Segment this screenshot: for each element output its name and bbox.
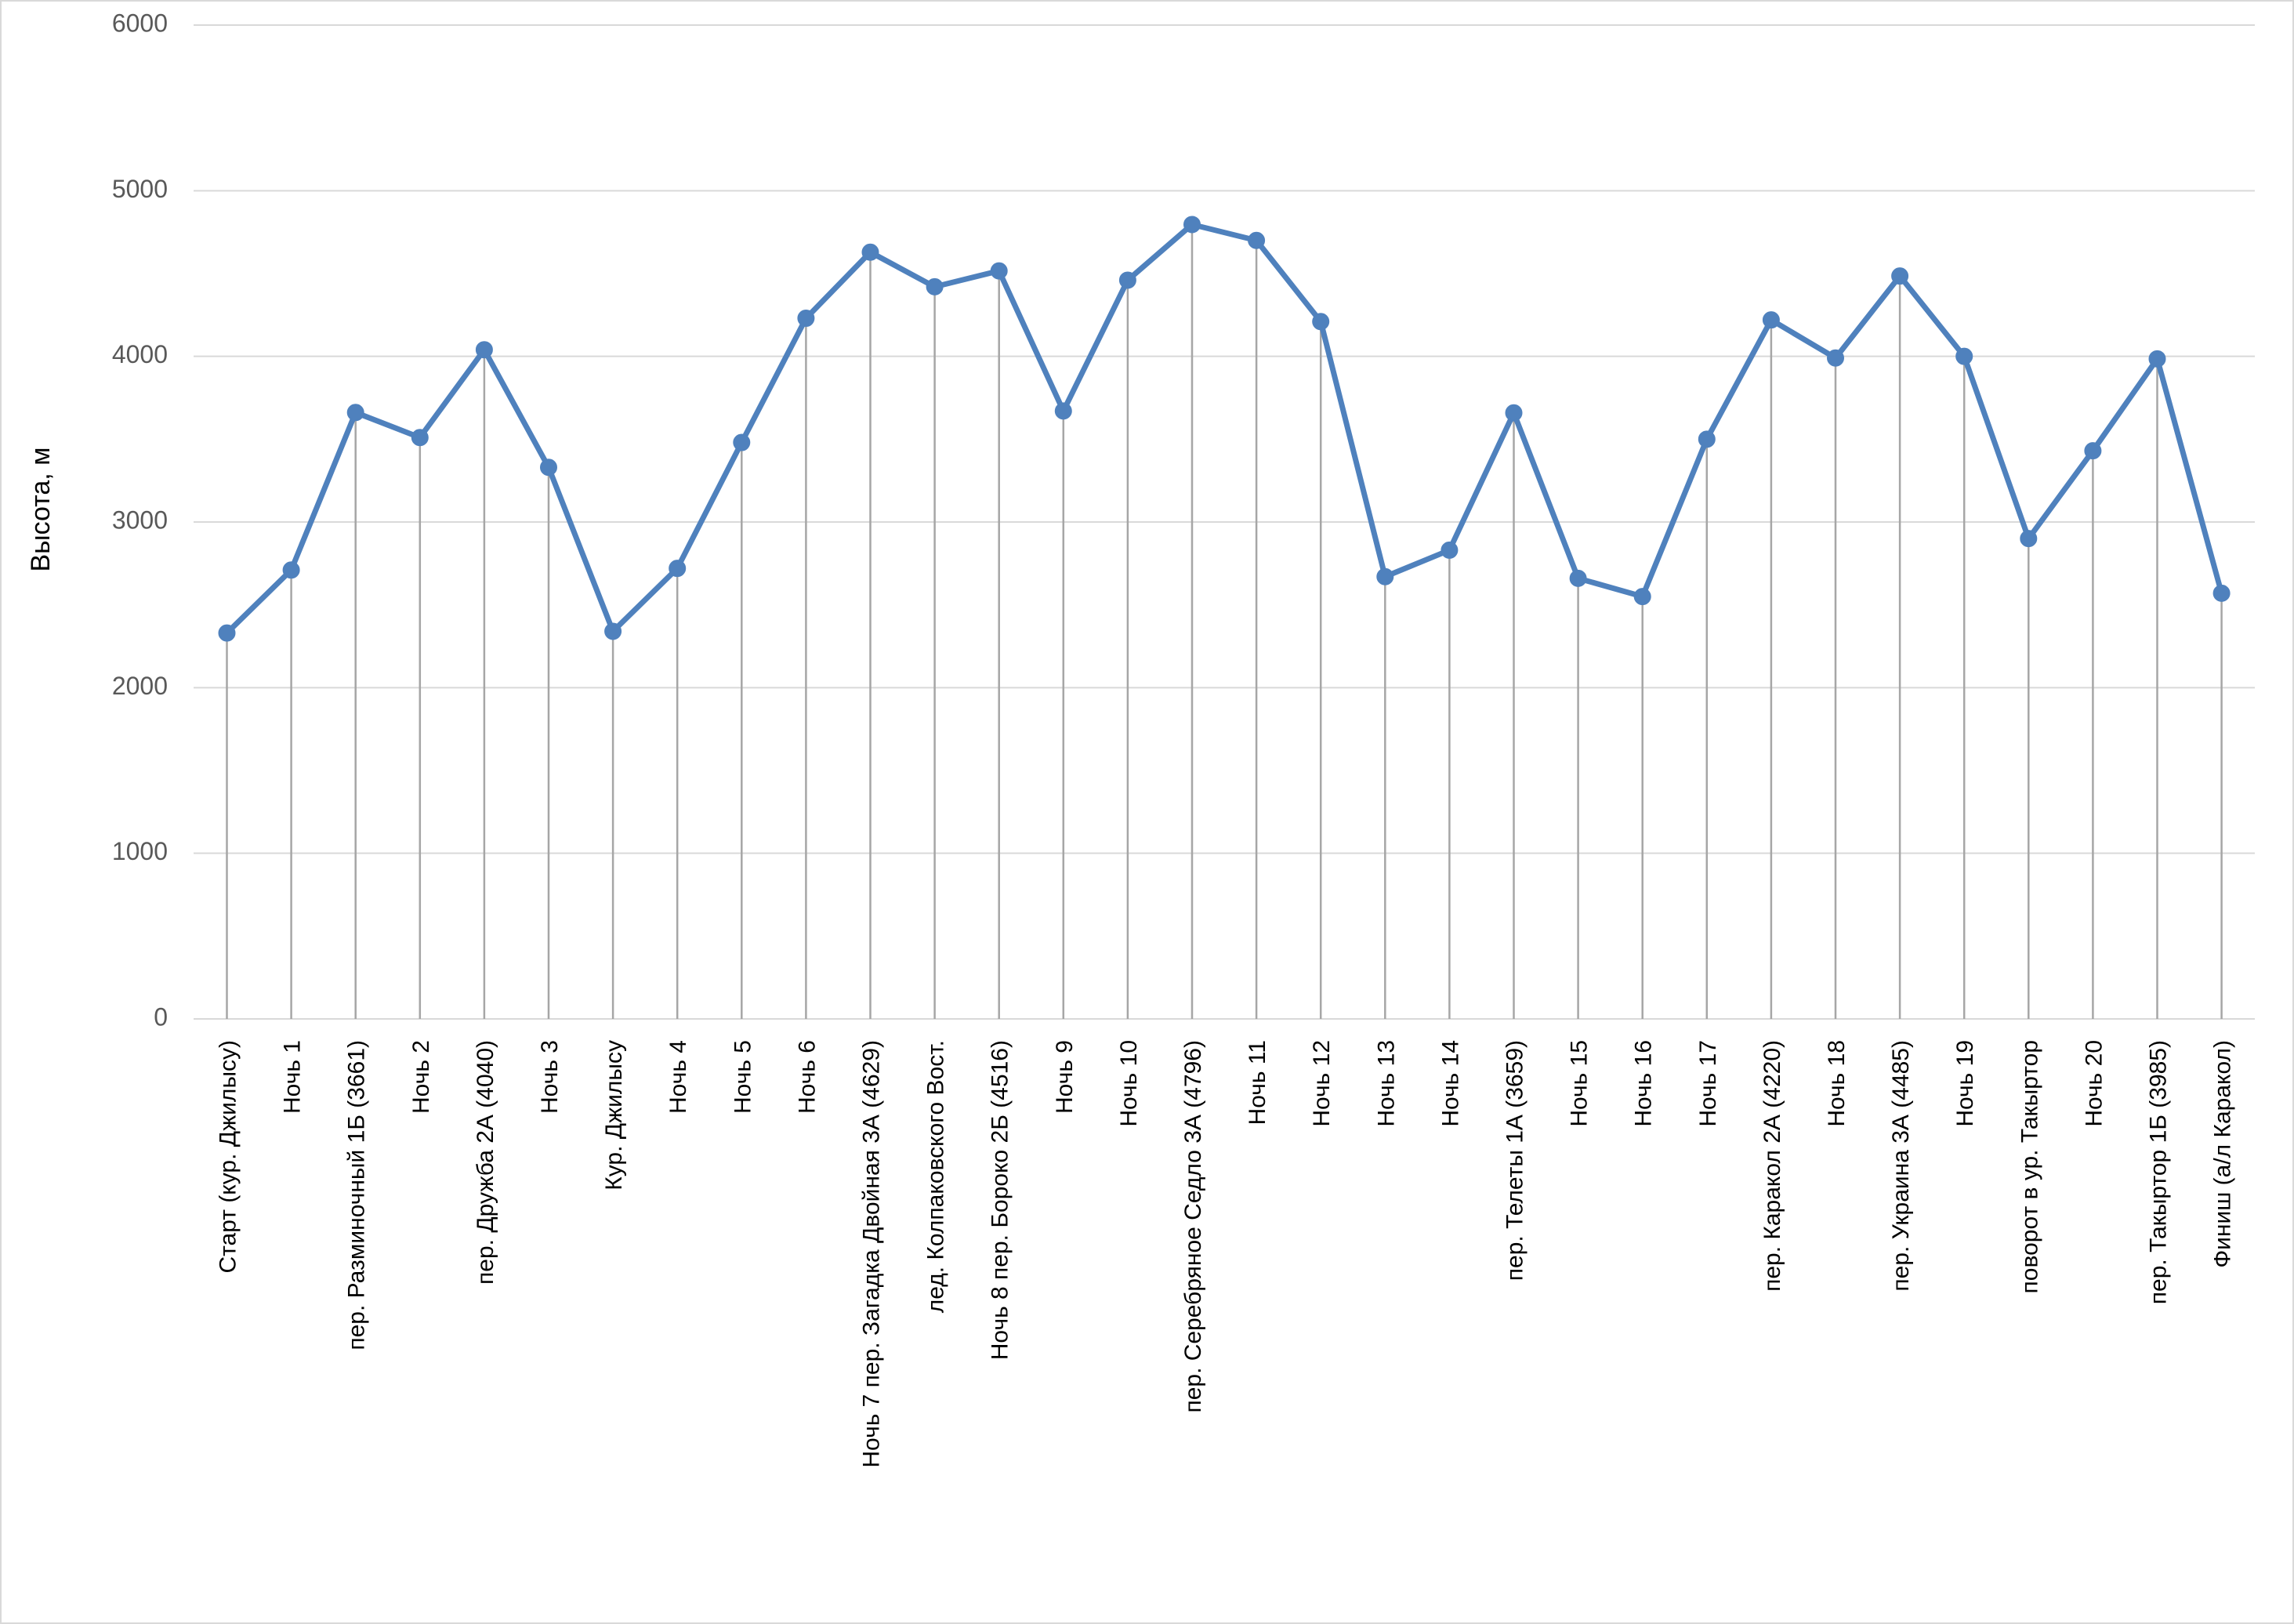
x-tick-label: Ночь 14 <box>1437 1040 1463 1127</box>
y-tick-label: 5000 <box>112 175 168 203</box>
data-point <box>1955 347 1973 365</box>
data-point <box>1569 569 1587 587</box>
data-point <box>1183 216 1201 234</box>
data-point <box>411 429 429 447</box>
data-point <box>540 459 557 477</box>
data-point <box>475 341 493 359</box>
y-tick-label: 1000 <box>112 837 168 865</box>
x-tick-label: Ночь 13 <box>1373 1040 1399 1127</box>
x-tick-label: Ночь 1 <box>280 1040 306 1114</box>
data-point <box>861 243 879 261</box>
gridlines <box>194 24 2255 1020</box>
x-axis-tick-labels: Старт (кур. Джилысу) Ночь 1 пер. Разминочн… <box>216 1040 2236 1468</box>
data-point <box>2212 584 2231 602</box>
x-tick-label: поворот в ур. Такыртор <box>2017 1040 2042 1293</box>
data-point <box>1891 267 1909 285</box>
data-point <box>2020 530 2038 548</box>
x-tick-label: пер. Дружба 2А (4040) <box>473 1040 498 1285</box>
x-tick-label: Ночь 20 <box>2081 1040 2107 1127</box>
data-point <box>1054 402 1072 420</box>
x-tick-label: пер. Телеты 1А (3659) <box>1502 1040 1528 1281</box>
data-point <box>1441 541 1459 559</box>
series-layer <box>218 216 2231 642</box>
x-tick-label: лед. Колпаковского Вост. <box>923 1040 949 1313</box>
data-point <box>926 277 944 295</box>
x-tick-label: пер. Каракол 2А (4220) <box>1759 1040 1785 1292</box>
y-tick-label: 2000 <box>112 672 168 700</box>
x-tick-label: Ночь 9 <box>1052 1040 1078 1114</box>
data-point <box>1312 313 1330 331</box>
data-point <box>1376 567 1394 585</box>
x-tick-label: пер. Украина 3А (4485) <box>1888 1040 1914 1292</box>
x-tick-label: Ночь 8 пер. Бороко 2Б (4516) <box>988 1040 1013 1360</box>
data-point <box>797 310 815 328</box>
data-point <box>669 560 687 578</box>
data-point <box>282 561 300 579</box>
x-tick-label: Ночь 4 <box>665 1040 691 1114</box>
y-tick-label: 3000 <box>112 506 168 534</box>
x-tick-label: Ночь 19 <box>1952 1040 1978 1127</box>
x-tick-label: пер. Такыртор 1Б (3985) <box>2146 1040 2172 1304</box>
data-point <box>218 624 236 642</box>
data-point <box>1762 311 1780 329</box>
x-tick-label: Ночь 15 <box>1567 1040 1593 1127</box>
data-point <box>1505 404 1523 422</box>
x-tick-label: Кур. Джилысу <box>601 1040 627 1191</box>
x-tick-label: Ночь 7 пер. Загадка Двойная 3А (4629) <box>859 1040 885 1468</box>
data-point <box>2084 442 2102 460</box>
y-axis-tick-labels: 0 1000 2000 3000 4000 5000 6000 <box>112 9 168 1031</box>
data-point <box>1827 349 1844 367</box>
data-point <box>604 622 622 640</box>
x-tick-label: Ночь 2 <box>408 1040 434 1114</box>
x-tick-label: пер. Серебряное Седло 3А (4796) <box>1180 1040 1206 1413</box>
data-point <box>1633 588 1651 606</box>
y-axis-label: Высота, м <box>26 447 56 571</box>
x-tick-label: Ночь 10 <box>1116 1040 1142 1127</box>
data-point <box>2148 350 2166 368</box>
drop-lines <box>226 224 2223 1019</box>
x-tick-label: пер. Разминочный 1Б (3661) <box>344 1040 370 1350</box>
y-tick-label: 4000 <box>112 340 168 368</box>
x-tick-label: Ночь 16 <box>1631 1040 1657 1127</box>
x-tick-label: Ночь 5 <box>730 1040 756 1114</box>
data-point <box>1698 430 1716 448</box>
x-tick-label: Ночь 17 <box>1695 1040 1721 1127</box>
x-tick-label: Ночь 6 <box>794 1040 820 1114</box>
data-point <box>733 433 751 451</box>
y-tick-label: 6000 <box>112 9 168 37</box>
series-line <box>224 221 2225 636</box>
data-point <box>990 262 1008 280</box>
x-tick-label: Ночь 12 <box>1309 1040 1335 1127</box>
data-point <box>1248 231 1266 249</box>
x-tick-label: Финиш (а/л Каракол) <box>2210 1040 2236 1268</box>
data-point <box>1118 271 1136 289</box>
x-tick-label: Старт (кур. Джилысу) <box>216 1040 241 1274</box>
x-tick-label: Ночь 3 <box>537 1040 563 1114</box>
x-tick-label: Ночь 18 <box>1824 1040 1850 1127</box>
y-tick-label: 0 <box>154 1002 168 1031</box>
data-point <box>346 404 364 422</box>
x-tick-label: Ночь 11 <box>1245 1040 1270 1125</box>
